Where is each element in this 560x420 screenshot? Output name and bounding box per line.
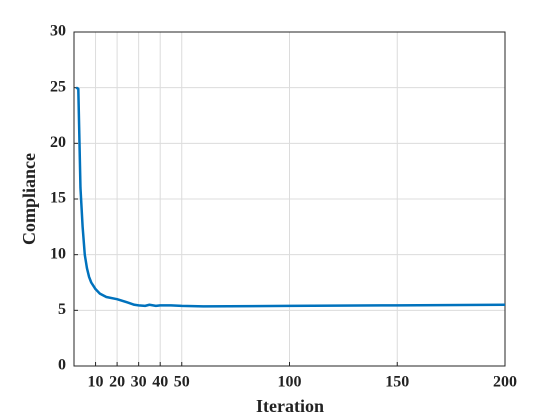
- y-tick-label: 30: [50, 23, 66, 40]
- x-tick-label: 10: [88, 374, 104, 391]
- data-line: [75, 86, 506, 308]
- x-tick-label: 50: [174, 374, 190, 391]
- x-tick-label: 100: [278, 374, 302, 391]
- x-tick-label: 30: [131, 374, 147, 391]
- x-tick-label: 200: [493, 374, 517, 391]
- y-tick-label: 0: [58, 357, 66, 374]
- y-tick-label: 10: [50, 245, 66, 262]
- y-tick-label: 15: [50, 190, 66, 207]
- x-tick-label: 40: [152, 374, 168, 391]
- x-tick-label: 150: [385, 374, 409, 391]
- y-tick-label: 5: [58, 301, 66, 318]
- y-tick-label: 20: [50, 134, 66, 151]
- grid: [74, 31, 506, 367]
- y-axis-label: Compliance: [19, 153, 39, 245]
- x-axis-label: Iteration: [256, 396, 324, 416]
- x-tick-label: 20: [109, 374, 125, 391]
- y-tick-label: 25: [50, 78, 66, 95]
